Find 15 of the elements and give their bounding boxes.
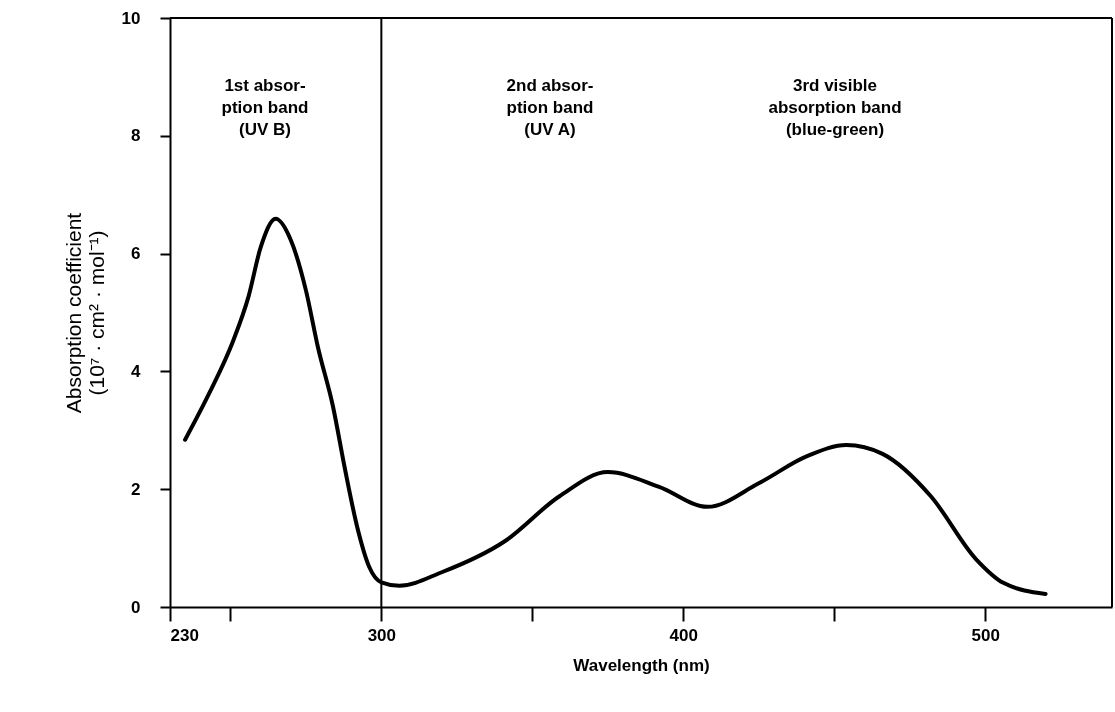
- x-tick-label: 400: [669, 625, 698, 645]
- x-tick-label: 500: [971, 625, 1000, 645]
- annotation: 2nd absor- ption band (UV A): [506, 76, 594, 139]
- x-tick-label: 300: [367, 625, 397, 645]
- y-tick-label: 4: [131, 361, 142, 381]
- y-tick-label: 6: [131, 244, 141, 264]
- annotation: 3rd visible absorption band (blue-green): [768, 76, 902, 139]
- y-tick-label: 0: [131, 597, 141, 617]
- y-tick-label: 2: [131, 479, 141, 499]
- x-tick-label: 230: [170, 625, 199, 645]
- y-tick-label: 8: [131, 126, 141, 146]
- y-axis-title: Absorption coefficient (10⁷ · cm² · mol⁻¹): [61, 212, 108, 414]
- y-tick-label: 10: [121, 8, 141, 28]
- annotation: 1st absor- ption band (UV B): [221, 76, 309, 139]
- x-axis-title: Wavelength (nm): [573, 655, 710, 675]
